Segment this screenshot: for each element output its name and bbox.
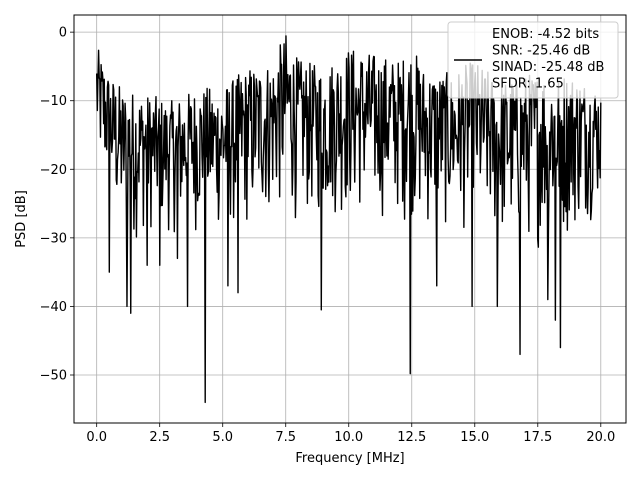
x-tick-label: 20.0 xyxy=(586,430,615,445)
y-tick-label: −40 xyxy=(40,300,67,315)
y-tick-label: −30 xyxy=(40,231,67,246)
legend: ENOB: -4.52 bits SNR: -25.46 dB SINAD: -… xyxy=(447,21,619,99)
x-tick-label: 0.0 xyxy=(86,430,107,445)
x-tick-label: 15.0 xyxy=(460,430,489,445)
tick-layer: 0.0 2.5 5.0 7.5 10.0 12.5 15.0 17.5 20.0 0 −10 −20 −… xyxy=(40,26,616,445)
legend-line-enob: ENOB: -4.52 bits xyxy=(492,27,599,42)
x-axis-label: Frequency [MHz] xyxy=(295,451,404,466)
plot-frame xyxy=(73,14,627,424)
x-tick-label: 2.5 xyxy=(149,430,170,445)
legend-line-sfdr: SFDR: 1.65 xyxy=(492,77,564,92)
legend-line-snr: SNR: -25.46 dB xyxy=(492,44,590,59)
legend-line-sinad: SINAD: -25.48 dB xyxy=(492,60,604,75)
x-tick-label: 7.5 xyxy=(275,430,296,445)
y-tick-label: −10 xyxy=(40,94,67,109)
y-tick-label: 0 xyxy=(59,26,67,41)
legend-box xyxy=(447,21,619,99)
x-tick-label: 10.0 xyxy=(334,430,363,445)
y-tick-label: −50 xyxy=(40,369,67,384)
x-tick-label: 17.5 xyxy=(523,430,552,445)
y-tick-label: −20 xyxy=(40,163,67,178)
x-tick-label: 5.0 xyxy=(212,430,233,445)
x-tick-label: 12.5 xyxy=(397,430,426,445)
y-axis-label: PSD [dB] xyxy=(14,190,29,248)
